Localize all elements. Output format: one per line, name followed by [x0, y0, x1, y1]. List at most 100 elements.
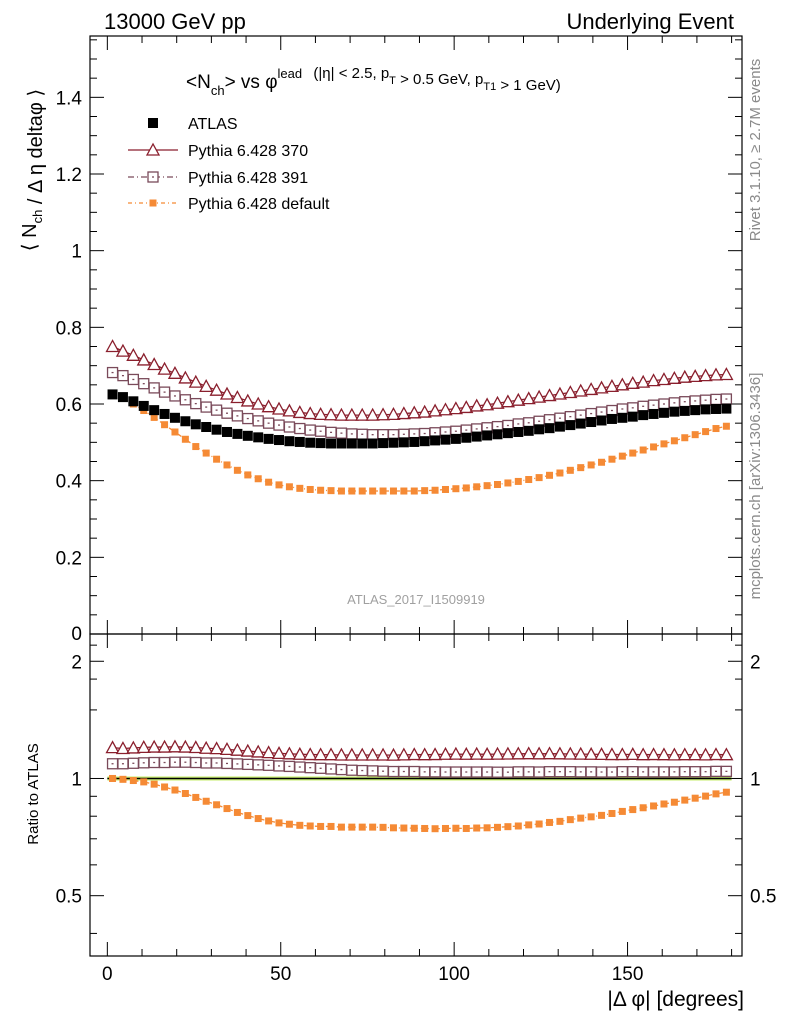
ratio-point-pythia-6-428-391 [523, 766, 535, 778]
ratio-point-pythia-6-428-391 [325, 763, 337, 775]
data-point-atlas [575, 418, 586, 429]
data-point-pythia-6-428-default [327, 487, 335, 495]
ratio-point-pythia-6-428-391 [242, 758, 254, 771]
data-point-atlas [721, 403, 732, 414]
data-point-pythia-6-428-391 [273, 419, 285, 431]
ratio-point-pythia-6-428-370 [251, 744, 266, 758]
data-point-pythia-6-428-default [598, 458, 606, 466]
ratio-point-pythia-6-428-370 [323, 747, 339, 761]
ratio-point-pythia-6-428-391 [221, 757, 233, 770]
ratio-tick-label-right: 2 [750, 652, 761, 673]
data-point-pythia-6-428-default [223, 461, 231, 469]
ratio-point-pythia-6-428-391 [252, 759, 264, 771]
data-point-atlas [471, 431, 482, 442]
data-point-pythia-6-428-default [306, 485, 314, 493]
y-tick-label: 1.2 [56, 165, 82, 186]
data-point-pythia-6-428-370 [646, 373, 661, 387]
data-point-atlas [461, 432, 472, 443]
ratio-point-pythia-6-428-391 [231, 758, 244, 770]
data-point-pythia-6-428-370 [688, 369, 703, 383]
data-point-pythia-6-428-370 [604, 379, 620, 393]
ratio-point-pythia-6-428-default [618, 807, 626, 815]
legend-marker-pythia-6-428-370 [145, 142, 161, 156]
ratio-point-pythia-6-428-391 [304, 762, 316, 774]
data-point-pythia-6-428-391 [335, 427, 348, 439]
data-point-atlas [658, 407, 669, 418]
data-point-pythia-6-428-default [618, 452, 626, 460]
data-point-pythia-6-428-default [639, 446, 647, 454]
data-point-pythia-6-428-370 [542, 388, 557, 402]
ratio-point-pythia-6-428-370 [240, 743, 255, 757]
ratio-point-pythia-6-428-default [566, 816, 574, 824]
data-point-pythia-6-428-370 [417, 404, 432, 418]
data-point-pythia-6-428-370 [282, 403, 297, 417]
ratio-point-pythia-6-428-391 [283, 760, 296, 773]
data-point-pythia-6-428-default [587, 461, 595, 469]
ratio-point-pythia-6-428-default [306, 822, 314, 830]
ratio-point-pythia-6-428-default [691, 794, 699, 802]
ratio-point-pythia-6-428-default [608, 809, 616, 817]
data-point-pythia-6-428-370 [334, 407, 349, 421]
data-point-atlas [201, 422, 212, 432]
ratio-point-pythia-6-428-391 [273, 760, 285, 772]
data-point-atlas [638, 410, 649, 421]
ratio-point-pythia-6-428-370 [386, 747, 401, 761]
data-point-pythia-6-428-370 [500, 394, 515, 408]
data-point-pythia-6-428-370 [532, 389, 547, 403]
data-point-pythia-6-428-370 [677, 369, 692, 383]
data-point-pythia-6-428-370 [594, 380, 609, 394]
ratio-point-pythia-6-428-370 [157, 739, 172, 753]
data-point-pythia-6-428-370 [563, 385, 578, 399]
data-point-pythia-6-428-370 [271, 401, 287, 415]
data-point-pythia-6-428-370 [573, 383, 588, 397]
data-point-atlas [294, 436, 305, 447]
data-point-pythia-6-428-default [452, 485, 460, 493]
data-point-atlas [617, 412, 628, 423]
ratio-point-pythia-6-428-default [473, 824, 481, 832]
data-point-pythia-6-428-default [660, 440, 668, 448]
data-point-pythia-6-428-370 [667, 370, 682, 384]
ratio-point-pythia-6-428-370 [396, 747, 411, 761]
ratio-point-pythia-6-428-391 [398, 765, 410, 778]
data-point-pythia-6-428-391 [616, 403, 629, 415]
ratio-point-pythia-6-428-default [535, 820, 543, 828]
analysis-id-label: ATLAS_2017_I1509919 [347, 592, 485, 607]
ratio-point-pythia-6-428-default [556, 817, 564, 825]
data-point-atlas [606, 413, 617, 424]
data-point-pythia-6-428-default [525, 476, 533, 484]
y-tick-label: 1.4 [56, 88, 83, 109]
ratio-point-pythia-6-428-default [598, 811, 606, 819]
data-point-atlas [346, 438, 357, 449]
data-point-pythia-6-428-default [483, 482, 491, 490]
ratio-point-pythia-6-428-391 [439, 766, 452, 778]
data-point-pythia-6-428-default [535, 474, 543, 482]
data-point-pythia-6-428-391 [658, 398, 670, 410]
ratio-point-pythia-6-428-default [660, 800, 668, 808]
y-tick-label: 0.2 [56, 548, 82, 569]
data-point-atlas [586, 417, 597, 428]
ratio-point-pythia-6-428-default [275, 819, 283, 827]
ratio-point-pythia-6-428-391 [564, 766, 576, 778]
ratio-point-pythia-6-428-default [202, 797, 210, 805]
ratio-point-pythia-6-428-default [546, 818, 554, 826]
data-point-atlas [263, 433, 274, 444]
data-point-pythia-6-428-391 [190, 397, 202, 410]
ratio-point-pythia-6-428-391 [138, 757, 150, 769]
data-point-pythia-6-428-370 [396, 406, 411, 420]
data-point-pythia-6-428-391 [720, 393, 733, 405]
data-point-pythia-6-428-default [213, 455, 221, 463]
ratio-point-pythia-6-428-370 [417, 747, 432, 761]
data-point-pythia-6-428-370 [219, 386, 235, 400]
ratio-point-pythia-6-428-default [171, 786, 179, 794]
data-point-pythia-6-428-370 [511, 392, 526, 406]
ratio-point-pythia-6-428-default [389, 824, 397, 832]
ratio-point-pythia-6-428-391 [616, 766, 629, 778]
data-point-pythia-6-428-391 [200, 401, 212, 413]
data-point-atlas [554, 421, 565, 432]
data-point-pythia-6-428-391 [148, 382, 160, 394]
data-point-atlas [169, 412, 180, 423]
ratio-point-pythia-6-428-370 [375, 747, 391, 761]
ratio-point-pythia-6-428-391 [658, 766, 670, 778]
data-point-atlas [648, 408, 659, 419]
